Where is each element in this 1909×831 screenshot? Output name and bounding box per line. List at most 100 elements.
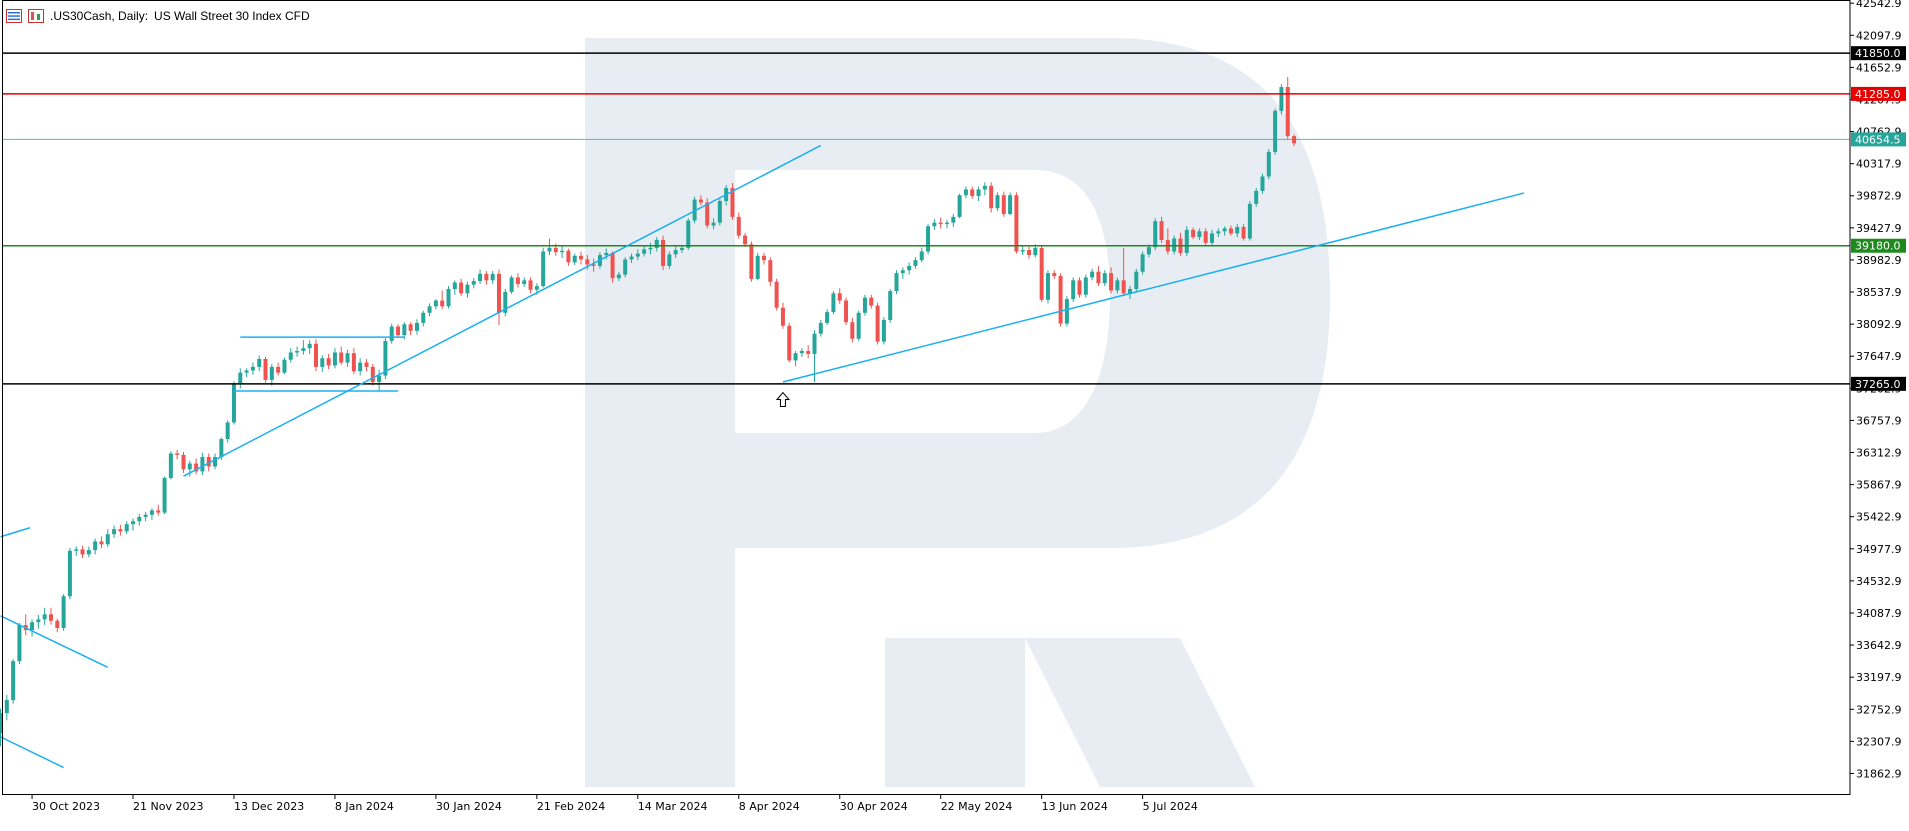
- candle: [1090, 268, 1095, 281]
- candle: [642, 245, 647, 257]
- candle: [320, 355, 325, 372]
- candle-body: [774, 281, 779, 308]
- y-tick-label: 39872.9: [1856, 190, 1902, 203]
- candle-body: [105, 534, 110, 545]
- candle-body: [257, 358, 262, 367]
- candle-body: [282, 359, 287, 373]
- candle: [957, 193, 962, 219]
- candle: [364, 358, 369, 372]
- candle-body: [295, 351, 300, 353]
- symbol-label: .US30Cash, Daily:: [50, 9, 149, 23]
- candle-body: [585, 259, 590, 265]
- candle-body: [1127, 288, 1132, 294]
- candle-body: [881, 320, 886, 342]
- candle: [42, 607, 47, 626]
- price-tag-level: [1851, 46, 1906, 61]
- price-tag-support: [1851, 238, 1906, 253]
- trendline: [183, 144, 822, 477]
- candle-body: [736, 216, 741, 236]
- y-tick-label: 32752.9: [1856, 703, 1902, 716]
- candle-body: [86, 550, 91, 555]
- candle: [1109, 267, 1114, 294]
- candle-body: [1184, 229, 1189, 253]
- candle: [762, 252, 767, 265]
- candle-body: [427, 306, 432, 313]
- candle-body: [301, 348, 306, 352]
- candle-body: [503, 291, 508, 313]
- candle-body: [982, 185, 987, 190]
- candle: [377, 369, 382, 392]
- candle: [989, 182, 994, 213]
- candles-layer: [0, 76, 1297, 747]
- candle-body: [522, 280, 527, 284]
- candle-body: [124, 524, 129, 532]
- candle: [1102, 270, 1107, 287]
- trendline: [782, 192, 1525, 383]
- candle-body: [553, 247, 558, 253]
- candle-body: [149, 510, 154, 515]
- price-tag-label: 40654.5: [1855, 133, 1901, 146]
- candle-body: [61, 596, 66, 628]
- candle-body: [1077, 280, 1082, 295]
- candle: [1210, 229, 1215, 247]
- candle-body: [1146, 247, 1151, 255]
- candle-body: [370, 366, 375, 383]
- candle-body: [1090, 271, 1095, 278]
- candle: [755, 252, 760, 281]
- candle-body: [1045, 273, 1050, 300]
- y-tick-label: 34977.9: [1856, 543, 1902, 556]
- candle: [213, 453, 218, 470]
- candle: [1045, 270, 1050, 304]
- candle-body: [465, 284, 470, 294]
- candle-body: [673, 250, 678, 255]
- candle: [1020, 246, 1025, 256]
- candle: [793, 351, 798, 367]
- candle-body: [560, 250, 565, 253]
- candle: [566, 248, 571, 266]
- candle: [30, 619, 35, 637]
- candle-body: [509, 277, 514, 292]
- candle-body: [1191, 229, 1196, 238]
- candle-body: [755, 255, 760, 279]
- candle-body: [421, 312, 426, 323]
- candle-body: [244, 370, 249, 373]
- candle-body: [1216, 231, 1221, 234]
- y-tick-label: 37647.9: [1856, 350, 1902, 363]
- y-tick-label: 35422.9: [1856, 511, 1902, 524]
- candle: [888, 288, 893, 323]
- candle: [332, 348, 337, 369]
- candle: [231, 381, 236, 425]
- candle: [383, 338, 388, 380]
- candle: [181, 451, 186, 473]
- candle-body: [55, 620, 60, 628]
- candle-body: [231, 384, 236, 423]
- candle: [522, 277, 527, 287]
- candle-body: [213, 457, 218, 467]
- candle-body: [1247, 203, 1252, 239]
- candle-body: [654, 239, 659, 248]
- candle-body: [1071, 280, 1076, 300]
- watermark-foot: [885, 638, 1025, 787]
- candle-body: [99, 541, 104, 545]
- candle-body: [175, 453, 180, 455]
- candle-body: [686, 220, 691, 248]
- candle-body: [875, 305, 880, 342]
- candle-body: [698, 199, 703, 203]
- y-tick-label: 39427.9: [1856, 222, 1902, 235]
- candle-body: [787, 325, 792, 361]
- candle-body: [74, 549, 79, 551]
- candle: [831, 291, 836, 315]
- chart-type-icon[interactable]: [28, 9, 44, 23]
- candle-body: [806, 351, 811, 354]
- candle-body: [1027, 250, 1032, 256]
- candle: [1027, 245, 1032, 259]
- candle: [257, 355, 262, 372]
- candle-body: [661, 239, 666, 266]
- candle-body: [957, 195, 962, 217]
- candle: [143, 511, 148, 522]
- price-tag-current: [1851, 132, 1906, 147]
- x-tick-label: 13 Dec 2023: [234, 800, 304, 813]
- candle: [263, 356, 268, 383]
- chart-menu-icon[interactable]: [6, 9, 22, 23]
